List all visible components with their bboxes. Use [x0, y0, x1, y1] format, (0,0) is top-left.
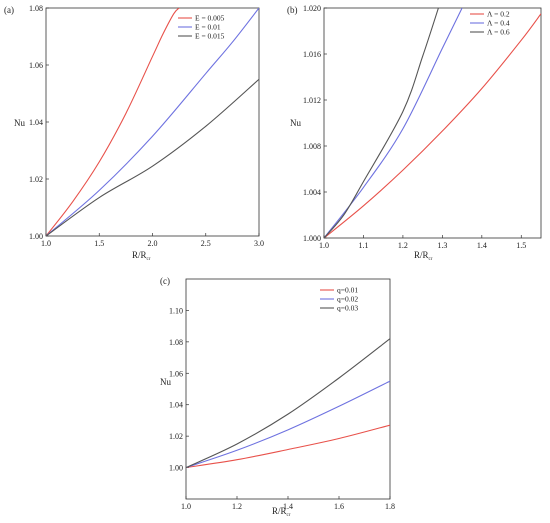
panel-label: (c): [160, 276, 170, 286]
legend-entry: Λ = 0.4: [487, 19, 510, 28]
tick-group: 1.0 1.1 1.2 1.3 1.4 1.5 1.000 1.004 1.008 1.012 1.…: [303, 4, 526, 262]
x-tick-label: 1.4: [283, 502, 293, 511]
series-line-1: [186, 424, 390, 469]
x-tick-label: 1.1: [358, 241, 368, 250]
x-axis-label: R/Rcr: [132, 250, 151, 262]
legend-entry: q=0.01: [337, 286, 358, 295]
series-line-1: [324, 13, 541, 238]
plot-frame: [45, 7, 260, 237]
x-tick-label: 1.8: [385, 502, 395, 511]
x-tick-label: 1.0: [41, 239, 51, 248]
panel-a: (a) Nu 1.0 1.5 2.0 2.5 3.01.001.021.041.061.…: [4, 4, 264, 262]
y-tick-label: 1.10: [169, 306, 183, 315]
y-tick-label: 1.06: [169, 369, 183, 378]
y-axis-label: Nu: [290, 118, 301, 128]
panel-b: (b) Nu 1.0 1.1 1.2 1.3 1.4 1.5 1.000 1.004 1.008…: [287, 4, 542, 262]
legend-entry: q=0.02: [337, 295, 358, 304]
x-axis-label-sub: cr: [287, 513, 291, 518]
legend-entry: Λ = 0.6: [487, 28, 510, 37]
legend: Λ = 0.2Λ = 0.4Λ = 0.6: [470, 10, 510, 37]
tick-group: 1.0 1.2 1.4 1.6 1.8 1.00 1.02 1.04 1.06 1.08 1.10 R…: [169, 306, 395, 518]
x-tick-label: 1.0: [319, 241, 329, 250]
y-tick-label: 1.06: [29, 61, 43, 70]
series-line-2: [46, 8, 259, 236]
x-tick-label: 1.4: [477, 241, 487, 250]
legend-entry: E = 0.005: [195, 14, 225, 23]
x-tick-label: 1.2: [398, 241, 408, 250]
x-tick-label: 1.6: [334, 502, 344, 511]
y-tick-label: 1.02: [169, 432, 183, 441]
x-axis-label-main: R/R: [132, 250, 147, 260]
series-line-2: [186, 380, 390, 469]
series-line-3: [46, 78, 259, 236]
legend-entry: E = 0.01: [195, 23, 221, 32]
series-lines: [46, 8, 259, 236]
panel-label: (a): [4, 5, 14, 15]
y-tick-label: 1.004: [303, 188, 321, 197]
y-axis-label: Nu: [160, 377, 171, 387]
panel-c: (c) Nu 1.0 1.2 1.4 1.6 1.81.001.021.041.061.…: [160, 276, 395, 518]
x-tick-label: 3.0: [254, 239, 264, 248]
y-tick-label: 1.08: [169, 338, 183, 347]
legend-entry: q=0.03: [337, 304, 358, 313]
x-axis-label: R/Rcr: [272, 506, 291, 518]
x-tick-label: 1.5: [94, 239, 104, 248]
x-tick-label: 2.0: [148, 239, 158, 248]
series-lines: [324, 8, 541, 238]
x-tick-label: 1.2: [232, 502, 242, 511]
series-line-3: [324, 8, 439, 238]
x-axis-label: R/Rcr: [414, 250, 433, 262]
plot-frame: [185, 278, 391, 500]
x-axis-label-sub: cr: [429, 257, 433, 262]
legend: q=0.01q=0.02q=0.03: [320, 286, 358, 313]
x-tick-label: 1.0: [181, 502, 191, 511]
x-axis-label-sub: cr: [147, 257, 151, 262]
legend-entry: Λ = 0.2: [487, 10, 510, 19]
x-tick-label: 1.3: [437, 241, 447, 250]
y-tick-label: 1.00: [29, 232, 43, 241]
y-tick-label: 1.008: [303, 142, 321, 151]
y-tick-label: 1.000: [303, 234, 321, 243]
series-lines: [186, 338, 390, 469]
y-tick-label: 1.020: [303, 4, 321, 13]
x-tick-label: 2.5: [201, 239, 211, 248]
y-tick-label: 1.02: [29, 175, 43, 184]
y-tick-label: 1.012: [303, 96, 321, 105]
plot-frame: [323, 7, 542, 239]
y-tick-label: 1.04: [169, 401, 183, 410]
y-tick-label: 1.04: [29, 118, 43, 127]
y-tick-label: 1.016: [303, 50, 321, 59]
x-tick-label: 1.5: [516, 241, 526, 250]
panel-label: (b): [287, 5, 298, 15]
legend-entry: E = 0.015: [195, 32, 225, 41]
x-axis-label-main: R/R: [272, 506, 287, 516]
series-line-1: [46, 8, 180, 236]
y-tick-label: 1.08: [29, 4, 43, 13]
y-tick-label: 1.00: [169, 464, 183, 473]
series-line-2: [324, 8, 463, 238]
tick-group: 1.0 1.5 2.0 2.5 3.0 1.00 1.02 1.04 1.06 1.08 R/Rcr: [29, 4, 264, 262]
series-line-3: [186, 338, 390, 469]
x-axis-label-main: R/R: [414, 250, 429, 260]
y-axis-label: Nu: [14, 118, 25, 128]
